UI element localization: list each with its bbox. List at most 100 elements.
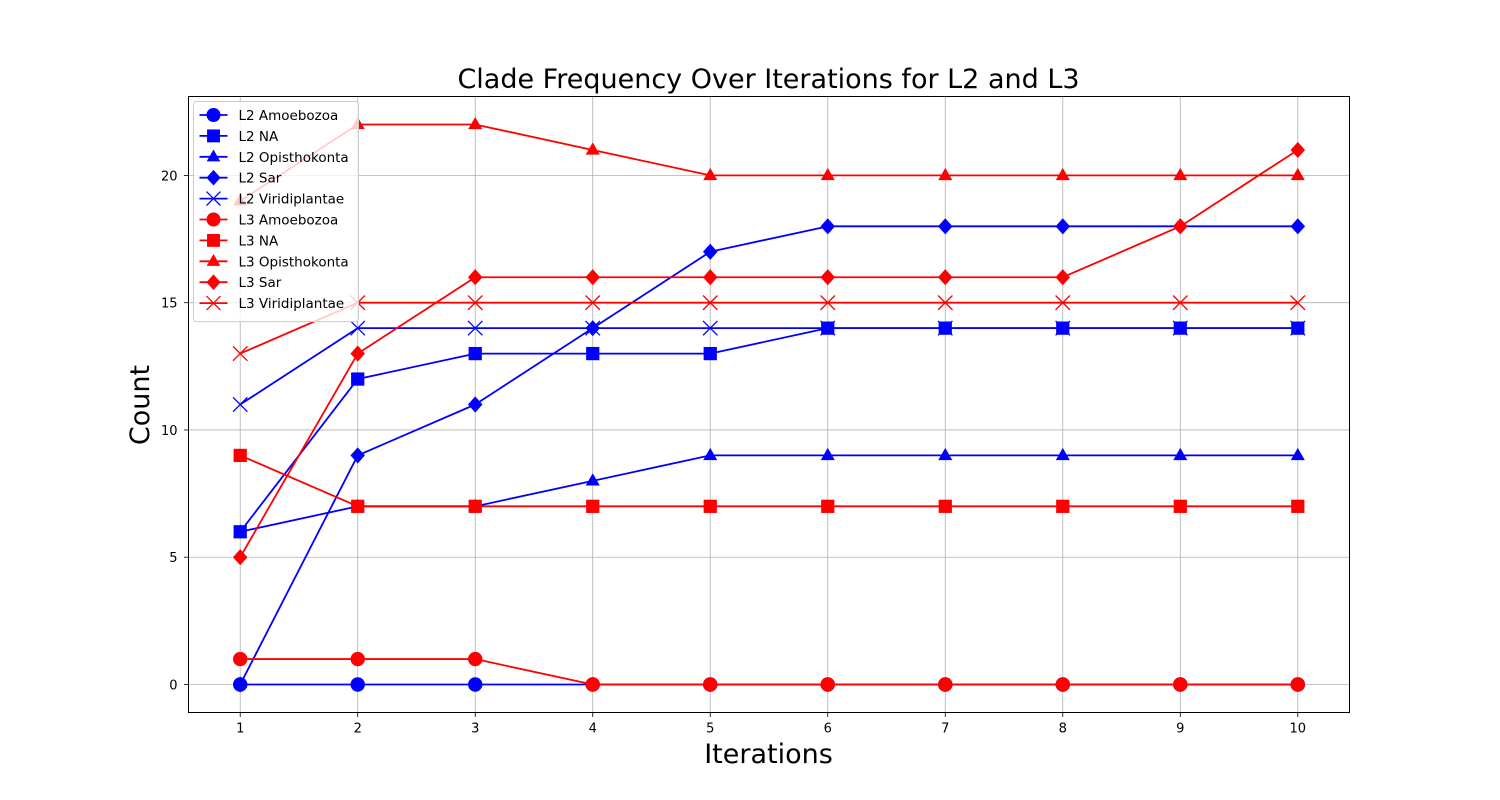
legend-entry: L2 Sar	[199, 169, 282, 187]
data-point-marker	[820, 677, 835, 692]
data-point-marker	[350, 651, 365, 667]
data-point-marker	[1290, 218, 1306, 235]
data-point-marker	[467, 295, 483, 311]
y-tick-label: 20	[161, 169, 178, 184]
legend-label: L3 Viridiplantae	[239, 296, 345, 312]
data-point-marker	[585, 269, 600, 286]
series-line	[239, 327, 1298, 406]
data-point-marker	[1055, 677, 1070, 692]
legend-entry: L2 Viridiplantae	[199, 191, 344, 208]
data-point-marker	[206, 149, 221, 162]
legend-entry: L2 NA	[199, 129, 279, 145]
data-point-marker	[233, 524, 248, 537]
y-tick-label: 0	[169, 679, 177, 694]
series-line	[239, 454, 1298, 508]
data-point-marker	[1173, 218, 1188, 235]
data-point-marker	[938, 218, 953, 235]
series-l2-viridiplantae	[232, 320, 1306, 413]
data-point-marker	[703, 167, 718, 181]
data-point-marker	[1055, 218, 1071, 235]
series-l3-amoebozoa	[233, 651, 1305, 692]
legend-label: L2 Sar	[239, 171, 282, 187]
data-point-marker	[1173, 499, 1187, 513]
x-axis-title: Iterations	[704, 739, 833, 770]
data-point-marker	[1056, 499, 1070, 513]
series-line	[239, 225, 1298, 685]
data-point-marker	[585, 320, 601, 336]
series-l3-sar	[232, 141, 1306, 566]
x-tick-label: 8	[1059, 722, 1067, 737]
x-tick-label: 9	[1176, 722, 1184, 737]
data-point-marker	[702, 269, 718, 286]
data-point-marker	[467, 320, 483, 336]
data-point-marker	[468, 499, 482, 513]
data-point-marker	[938, 499, 952, 513]
legend-entry: L3 Amoebozoa	[199, 212, 339, 229]
chart-title: Clade Frequency Over Iterations for L2 a…	[457, 64, 1079, 95]
series-line	[239, 149, 1299, 558]
data-point-marker	[585, 677, 600, 692]
plot-frame	[188, 96, 1350, 713]
legend-entry: L3 NA	[199, 233, 280, 249]
data-point-marker	[821, 499, 835, 513]
data-point-marker	[938, 447, 953, 461]
legend-label: L3 Amoebozoa	[239, 213, 339, 229]
x-tick-label: 5	[706, 722, 714, 737]
data-point-marker	[937, 295, 953, 311]
data-point-marker	[206, 169, 221, 186]
legend-entry: L3 Sar	[199, 274, 282, 291]
data-point-marker	[1055, 269, 1071, 286]
data-point-marker	[703, 447, 718, 461]
series-l3-viridiplantae	[232, 295, 1306, 362]
data-point-marker	[585, 295, 601, 311]
legend-entry: L2 Amoebozoa	[199, 108, 339, 124]
data-point-marker	[1173, 167, 1188, 181]
data-point-marker	[1172, 320, 1188, 336]
data-point-marker	[703, 499, 717, 513]
data-point-marker	[468, 346, 482, 361]
y-tick-label: 10	[161, 424, 178, 439]
data-point-marker	[585, 473, 600, 486]
x-tick-label: 2	[354, 722, 362, 737]
legend-entry: L3 Opisthokonta	[199, 253, 349, 270]
x-tick-label: 10	[1290, 722, 1307, 737]
legend-frame	[193, 101, 359, 323]
data-point-marker	[702, 243, 718, 260]
data-point-marker	[820, 320, 836, 336]
axes: 1 2 3 4 5 6 7 8 9 10 0 5 10 15 20	[161, 169, 1306, 736]
y-tick-label: 15	[161, 297, 178, 312]
data-point-marker	[703, 346, 717, 361]
legend-label: L3 NA	[239, 233, 280, 249]
data-point-marker	[467, 396, 483, 413]
data-point-marker	[350, 320, 366, 336]
data-point-marker	[350, 447, 365, 464]
data-point-marker	[207, 233, 220, 247]
data-point-marker	[1290, 320, 1306, 336]
legend-entry: L3 Viridiplantae	[199, 295, 345, 312]
data-point-marker	[207, 129, 220, 143]
data-point-marker	[1291, 499, 1305, 513]
y-axis-title: Count	[125, 365, 156, 445]
legend-entry: L2 Opisthokonta	[199, 149, 349, 166]
data-point-marker	[206, 253, 221, 266]
series-l3-na	[233, 448, 1305, 513]
data-point-marker	[351, 499, 365, 513]
data-point-marker	[586, 499, 600, 513]
legend-label: L2 Amoebozoa	[239, 108, 339, 124]
data-point-marker	[937, 320, 953, 336]
legend: L2 Amoebozoa L2 NA L2 Opisthokonta L2 Sar L2…	[193, 101, 359, 323]
series-group	[232, 116, 1306, 693]
data-point-marker	[1055, 447, 1070, 461]
data-point-marker	[206, 274, 221, 291]
data-point-marker	[820, 218, 836, 235]
data-point-marker	[1290, 295, 1306, 311]
data-point-marker	[938, 167, 953, 181]
data-point-marker	[820, 447, 835, 461]
data-point-marker	[206, 295, 221, 311]
data-point-marker	[702, 320, 718, 336]
data-point-marker	[350, 677, 365, 692]
data-point-marker	[1173, 677, 1188, 692]
data-point-marker	[351, 372, 365, 386]
data-point-marker	[1055, 320, 1071, 336]
